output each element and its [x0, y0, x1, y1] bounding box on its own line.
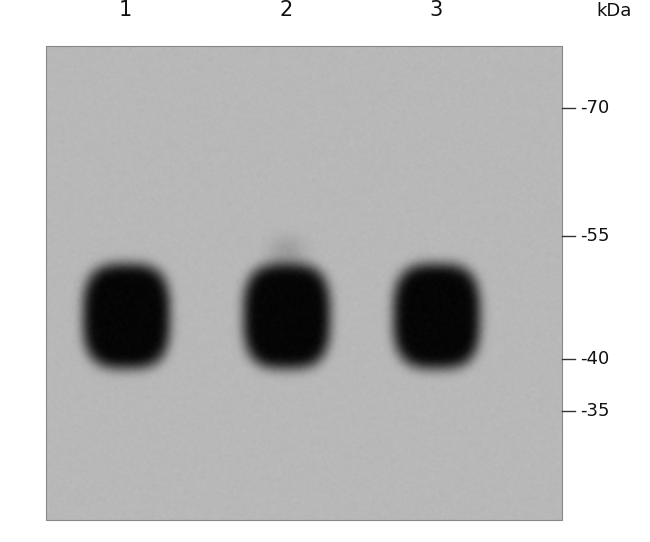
Text: 3: 3 [429, 0, 442, 20]
Text: -35: -35 [580, 402, 610, 420]
Text: kDa: kDa [596, 2, 632, 20]
Text: 1: 1 [119, 0, 132, 20]
Text: -40: -40 [580, 350, 610, 368]
Text: -55: -55 [580, 227, 610, 245]
Text: -70: -70 [580, 99, 610, 117]
Text: 2: 2 [279, 0, 293, 20]
